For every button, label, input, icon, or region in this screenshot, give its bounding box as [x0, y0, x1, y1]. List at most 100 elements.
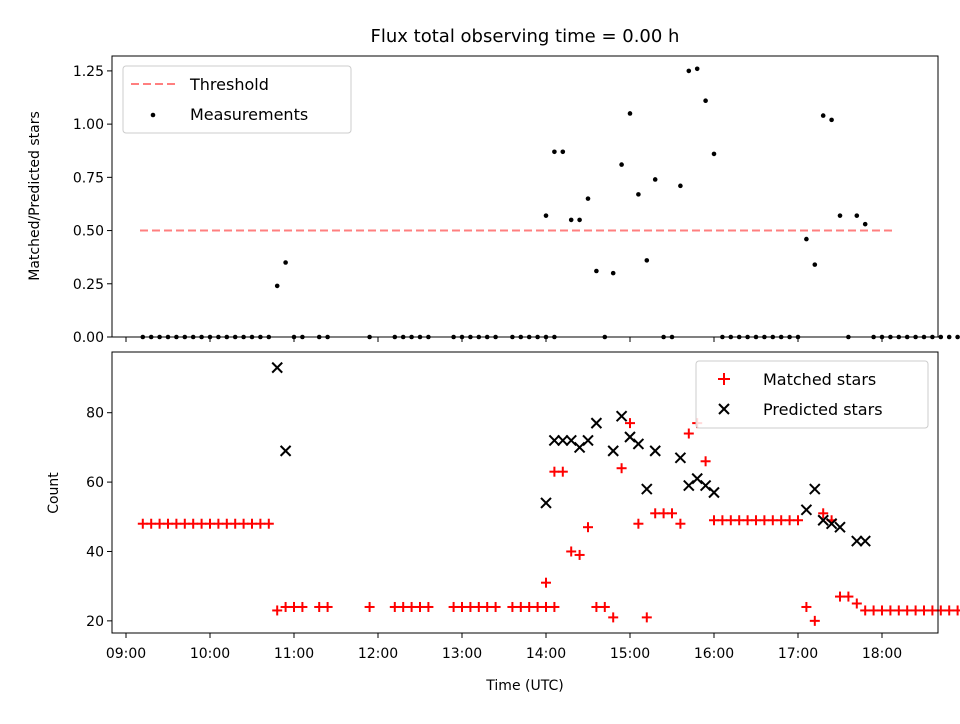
predicted-stars-point	[649, 445, 661, 457]
matched-stars-point	[163, 518, 173, 529]
legend-predicted-label: Predicted stars	[763, 400, 883, 419]
measurement-point	[812, 262, 818, 267]
matched-stars-point	[809, 615, 820, 626]
matched-stars-point	[205, 518, 215, 529]
matched-stars-point	[860, 605, 871, 616]
ratio-y-ticks: 0.00 0.25 0.50 0.75 1.00 1.25	[73, 64, 112, 346]
matched-stars-point	[196, 518, 207, 529]
matched-stars-point	[541, 577, 551, 588]
matched-stars-point	[574, 549, 585, 560]
predicted-stars-point	[809, 483, 821, 495]
matched-stars-point	[667, 508, 677, 519]
measurement-point	[804, 236, 809, 242]
matched-stars-point	[398, 601, 409, 612]
ratio-panel: 0.00 0.25 0.50 0.75 1.00 1.25 Matched/Predict…	[27, 55, 960, 346]
matched-stars-point	[524, 601, 535, 612]
matched-stars-point	[272, 605, 283, 616]
matched-stars-point	[179, 518, 190, 529]
measurement-point	[543, 213, 549, 218]
matched-stars-point	[650, 508, 661, 519]
legend-matched-label: Matched stars	[763, 370, 876, 389]
measurement-point	[862, 221, 868, 227]
count-y-ticks: 20 40 60 80	[86, 406, 112, 630]
measurement-point	[283, 260, 288, 265]
predicted-stars-point	[825, 518, 838, 530]
matched-stars-point	[457, 601, 467, 612]
measurement-point	[955, 334, 960, 340]
measurement-point	[610, 270, 616, 276]
matched-stars-point	[877, 605, 887, 616]
matched-stars-point	[734, 515, 745, 526]
matched-stars-point	[154, 518, 165, 529]
matched-stars-point	[247, 518, 257, 529]
ratio-x-ticks	[125, 337, 883, 342]
predicted-stars-point	[817, 514, 829, 526]
legend-measurements-swatch	[150, 112, 156, 118]
matched-stars-point	[490, 601, 501, 612]
x-tick-label: 09:00	[106, 646, 146, 662]
y-tick-label: 0.50	[73, 224, 104, 240]
measurement-point	[552, 149, 557, 155]
matched-stars-point	[835, 591, 845, 602]
matched-stars-point	[549, 466, 560, 477]
ratio-y-axis-label: Matched/Predicted stars	[27, 111, 43, 281]
measurement-point	[560, 149, 566, 155]
matched-stars-point	[482, 601, 493, 612]
measurement-point	[938, 334, 944, 340]
matched-stars-point	[793, 515, 803, 526]
matched-stars-point	[188, 518, 199, 529]
measurement-point	[703, 98, 708, 104]
matched-stars-point	[843, 591, 854, 602]
predicted-stars-point	[859, 535, 871, 547]
matched-stars-point	[893, 605, 904, 616]
matched-stars-point	[448, 601, 459, 612]
matched-stars-point	[725, 515, 736, 526]
matched-stars-point	[599, 601, 610, 612]
predicted-stars-point	[565, 434, 577, 447]
predicted-stars-point	[582, 434, 594, 447]
predicted-stars-point	[607, 445, 619, 457]
matched-stars-point	[658, 508, 669, 519]
y-tick-label: 0.75	[73, 170, 104, 186]
matched-stars-point	[885, 605, 896, 616]
y-tick-label: 1.00	[73, 117, 104, 133]
predicted-stars-point	[271, 361, 283, 374]
legend-matched-swatch	[718, 373, 730, 385]
predicted-stars-point	[632, 438, 645, 450]
matched-stars-point	[473, 601, 484, 612]
y-tick-label: 1.25	[73, 64, 104, 80]
matched-stars-point	[641, 612, 652, 623]
matched-stars-point	[927, 605, 938, 616]
matched-stars-point	[566, 546, 577, 557]
measurement-point	[711, 151, 717, 157]
matched-stars-point	[818, 508, 829, 519]
y-tick-label: 60	[86, 475, 104, 491]
matched-stars-point	[751, 515, 761, 526]
x-tick-label: 10:00	[190, 646, 230, 662]
measurement-point	[644, 258, 650, 263]
measurement-point	[820, 113, 826, 118]
measurement-point	[946, 334, 952, 340]
predicted-stars-point	[691, 472, 703, 485]
matched-stars-point	[919, 605, 929, 616]
predicted-stars-point	[699, 479, 712, 492]
predicted-stars-point	[834, 521, 846, 533]
matched-stars-point	[238, 518, 249, 529]
x-tick-label: 14:00	[526, 646, 566, 662]
count-marks	[137, 361, 960, 626]
x-tick-label: 17:00	[778, 646, 818, 662]
matched-stars-point	[322, 601, 333, 612]
x-tick-label: 12:00	[358, 646, 398, 662]
matched-stars-point	[935, 605, 946, 616]
matched-stars-point	[683, 428, 694, 439]
matched-stars-point	[263, 518, 274, 529]
matched-stars-point	[415, 601, 425, 612]
matched-stars-point	[759, 515, 770, 526]
measurement-point	[568, 217, 574, 223]
measurement-point	[837, 213, 843, 218]
y-tick-label: 0.25	[73, 277, 104, 293]
measurement-point	[619, 162, 624, 167]
measurement-point	[686, 68, 692, 74]
matched-stars-point	[868, 605, 879, 616]
